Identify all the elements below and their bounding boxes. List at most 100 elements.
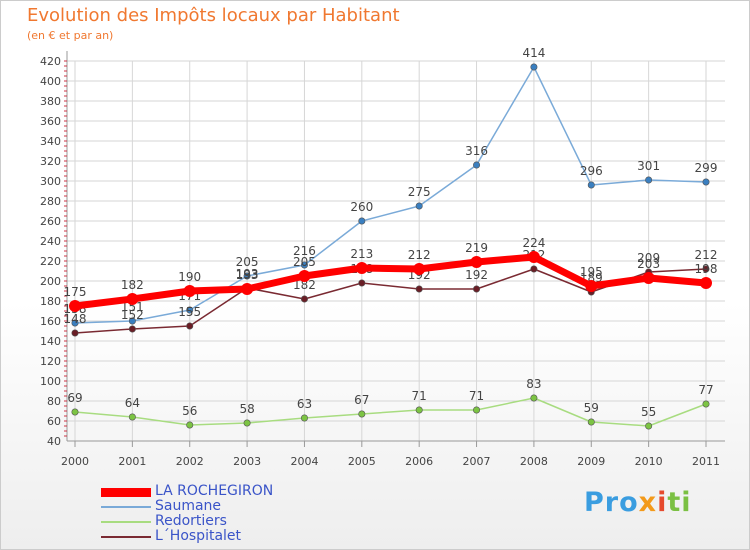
chart-title: Evolution des Impôts locaux par Habitant bbox=[27, 5, 400, 26]
data-label-la-rochegiron: 182 bbox=[121, 278, 144, 292]
legend-label-la-rochegiron: LA ROCHEGIRON bbox=[155, 483, 274, 499]
point-la-rochegiron bbox=[241, 283, 254, 295]
y-tick-label: 80 bbox=[47, 395, 61, 408]
data-label-l-hospitalet: 155 bbox=[178, 305, 201, 319]
x-tick-label: 2001 bbox=[118, 455, 146, 468]
data-label-l-hospitalet: 192 bbox=[465, 268, 488, 282]
data-label-l-hospitalet: 148 bbox=[64, 312, 87, 326]
y-tick-label: 420 bbox=[40, 55, 61, 68]
data-label-redortiers: 56 bbox=[182, 404, 197, 418]
point-redortiers bbox=[702, 400, 710, 408]
data-label-redortiers: 77 bbox=[698, 383, 713, 397]
point-l-hospitalet bbox=[530, 265, 538, 273]
y-tick-label: 320 bbox=[40, 155, 61, 168]
x-tick-label: 2002 bbox=[176, 455, 204, 468]
point-redortiers bbox=[645, 422, 653, 430]
data-label-saumane: 414 bbox=[522, 46, 545, 60]
y-tick-label: 160 bbox=[40, 315, 61, 328]
y-tick-label: 260 bbox=[40, 215, 61, 228]
y-tick-label: 280 bbox=[40, 195, 61, 208]
data-label-la-rochegiron: 212 bbox=[408, 248, 431, 262]
data-label-redortiers: 83 bbox=[526, 377, 541, 391]
point-redortiers bbox=[243, 419, 251, 427]
series-line-redortiers bbox=[74, 397, 707, 427]
series-line-la-rochegiron bbox=[74, 253, 707, 310]
data-label-saumane: 316 bbox=[465, 144, 488, 158]
data-label-saumane: 205 bbox=[236, 255, 259, 269]
data-label-redortiers: 71 bbox=[469, 389, 484, 403]
y-tick-label: 380 bbox=[40, 95, 61, 108]
data-label-l-hospitalet: 182 bbox=[293, 278, 316, 292]
series-line-saumane bbox=[74, 66, 707, 324]
point-redortiers bbox=[415, 406, 423, 414]
point-l-hospitalet bbox=[128, 325, 136, 333]
data-label-l-hospitalet: 209 bbox=[637, 251, 660, 265]
data-label-l-hospitalet: 212 bbox=[695, 248, 718, 262]
series-line-l-hospitalet bbox=[74, 268, 707, 334]
data-label-la-rochegiron: 190 bbox=[178, 270, 201, 284]
x-tick-label: 2007 bbox=[463, 455, 491, 468]
data-label-la-rochegiron: 193 bbox=[236, 268, 259, 282]
data-label-la-rochegiron: 213 bbox=[350, 247, 373, 261]
point-la-rochegiron bbox=[642, 272, 655, 284]
point-redortiers bbox=[530, 394, 538, 402]
legend-label-redortiers: Redortiers bbox=[155, 513, 227, 529]
data-label-la-rochegiron: 198 bbox=[695, 262, 718, 276]
data-label-saumane: 299 bbox=[695, 161, 718, 175]
data-label-redortiers: 59 bbox=[584, 401, 599, 415]
x-tick-label: 2005 bbox=[348, 455, 376, 468]
data-label-saumane: 275 bbox=[408, 185, 431, 199]
point-redortiers bbox=[300, 414, 308, 422]
point-saumane bbox=[358, 217, 366, 225]
x-tick-label: 2006 bbox=[405, 455, 433, 468]
point-l-hospitalet bbox=[300, 295, 308, 303]
data-label-la-rochegiron: 219 bbox=[465, 241, 488, 255]
point-l-hospitalet bbox=[702, 265, 710, 273]
data-label-la-rochegiron: 205 bbox=[293, 255, 316, 269]
legend-swatch-l-hospitalet bbox=[101, 536, 151, 538]
point-la-rochegiron bbox=[298, 270, 311, 282]
point-saumane bbox=[645, 176, 653, 184]
chart-subtitle: (en € et par an) bbox=[27, 29, 114, 42]
point-redortiers bbox=[186, 421, 194, 429]
data-label-redortiers: 55 bbox=[641, 405, 656, 419]
point-saumane bbox=[243, 272, 251, 280]
point-l-hospitalet bbox=[473, 285, 481, 293]
data-label-la-rochegiron: 175 bbox=[64, 285, 87, 299]
point-l-hospitalet bbox=[71, 329, 79, 337]
legend-swatch-redortiers bbox=[101, 521, 151, 523]
x-tick-label: 2010 bbox=[635, 455, 663, 468]
plot-area bbox=[67, 61, 725, 441]
data-label-redortiers: 63 bbox=[297, 397, 312, 411]
legend-swatch-saumane bbox=[101, 506, 151, 508]
data-label-saumane: 216 bbox=[293, 244, 316, 258]
legend-swatch-la-rochegiron bbox=[101, 488, 151, 497]
data-label-la-rochegiron: 224 bbox=[522, 236, 545, 250]
data-label-redortiers: 67 bbox=[354, 393, 369, 407]
point-la-rochegiron bbox=[355, 262, 368, 274]
data-label-saumane: 301 bbox=[637, 159, 660, 173]
y-tick-label: 60 bbox=[47, 415, 61, 428]
point-l-hospitalet bbox=[415, 285, 423, 293]
point-saumane bbox=[71, 319, 79, 327]
point-saumane bbox=[473, 161, 481, 169]
point-la-rochegiron bbox=[700, 277, 712, 289]
data-label-redortiers: 71 bbox=[412, 389, 427, 403]
y-tick-label: 40 bbox=[47, 435, 61, 448]
x-tick-label: 2009 bbox=[577, 455, 605, 468]
data-label-l-hospitalet: 152 bbox=[121, 308, 144, 322]
point-la-rochegiron bbox=[183, 285, 196, 297]
data-label-redortiers: 69 bbox=[67, 391, 82, 405]
data-label-la-rochegiron: 203 bbox=[637, 257, 660, 271]
point-la-rochegiron bbox=[585, 280, 598, 292]
point-redortiers bbox=[587, 418, 595, 426]
x-tick-label: 2008 bbox=[520, 455, 548, 468]
y-tick-label: 180 bbox=[40, 295, 61, 308]
y-tick-label: 220 bbox=[40, 255, 61, 268]
data-label-l-hospitalet: 193 bbox=[236, 267, 259, 281]
legend-label-l-hospitalet: L´Hospitalet bbox=[155, 528, 242, 544]
y-tick-label: 400 bbox=[40, 75, 61, 88]
x-tick-label: 2000 bbox=[61, 455, 89, 468]
